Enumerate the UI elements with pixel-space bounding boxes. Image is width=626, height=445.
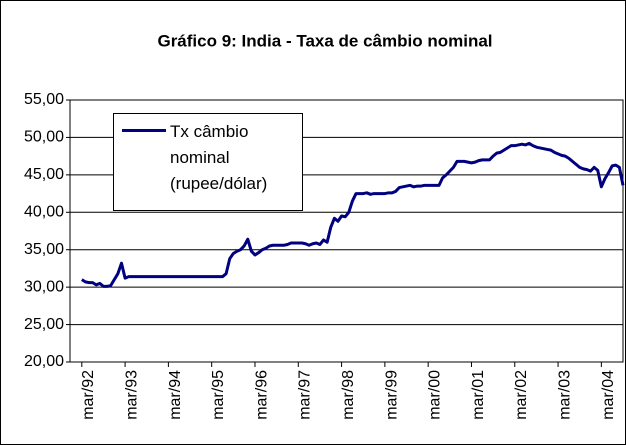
x-tick-label: mar/01	[470, 370, 487, 420]
y-tick-label: 50,00	[24, 129, 64, 146]
x-tick-label: mar/97	[297, 370, 314, 420]
x-tick-label: mar/93	[124, 370, 141, 420]
x-tick-label: mar/95	[210, 370, 227, 420]
y-tick-label: 30,00	[24, 278, 64, 295]
plot-area	[69, 99, 624, 363]
chart-title: Gráfico 9: India - Taxa de câmbio nomina…	[157, 31, 492, 50]
x-tick-label: mar/99	[383, 370, 400, 420]
x-tick-label: mar/94	[167, 370, 184, 420]
x-tick-label: mar/02	[513, 370, 530, 420]
legend: Tx câmbio nominal (rupee/dólar)	[113, 113, 303, 211]
y-tick-label: 55,00	[24, 91, 64, 108]
x-tick-label: mar/98	[340, 370, 357, 420]
x-tick-label: mar/00	[427, 370, 444, 420]
y-tick-label: 45,00	[24, 166, 64, 183]
data-line	[81, 141, 625, 288]
x-tick-label: mar/03	[556, 370, 573, 420]
legend-label: Tx câmbio nominal (rupee/dólar)	[170, 122, 268, 193]
y-tick-label: 20,00	[24, 353, 64, 370]
x-tick-label: mar/96	[253, 370, 270, 420]
y-tick-label: 35,00	[24, 241, 64, 258]
y-tick-label: 25,00	[24, 316, 64, 333]
y-tick-label: 40,00	[24, 204, 64, 221]
x-tick-label: mar/04	[600, 370, 617, 420]
x-tick-label: mar/92	[80, 370, 97, 420]
legend-swatch	[122, 129, 166, 132]
